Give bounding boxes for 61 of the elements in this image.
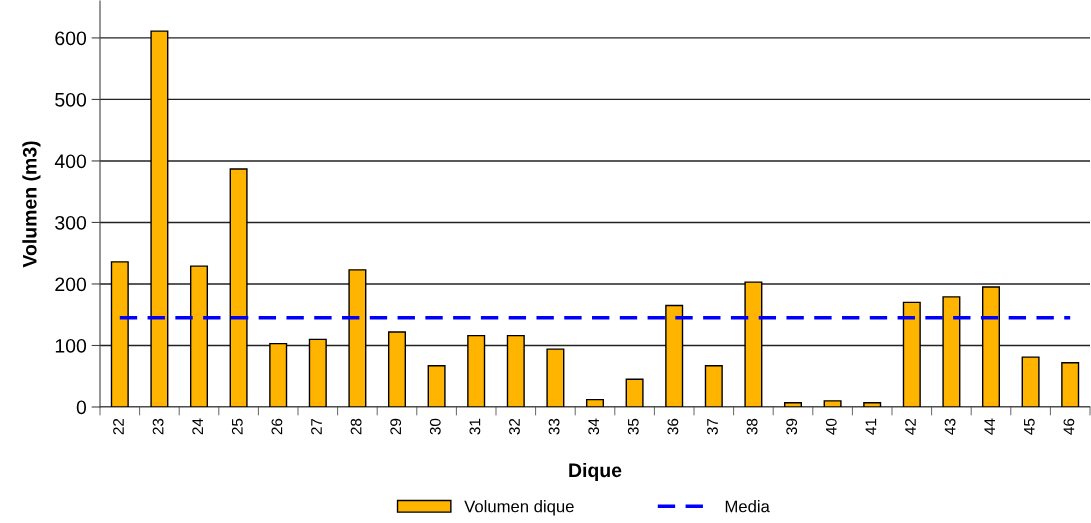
legend-label: Media xyxy=(725,500,770,513)
bar xyxy=(506,334,525,407)
bar xyxy=(665,304,684,407)
y-tick-label: 400 xyxy=(54,154,87,169)
y-tick-label: 200 xyxy=(55,277,87,292)
bar xyxy=(585,398,605,407)
bar xyxy=(625,378,644,407)
x-tick-label: 37 xyxy=(707,418,718,435)
bar xyxy=(902,301,921,407)
x-tick-label: 24 xyxy=(192,418,203,435)
x-tick-label: 22 xyxy=(113,418,124,435)
bar xyxy=(427,365,446,407)
y-axis-title: Volumen (m3) xyxy=(22,141,41,268)
x-tick-label: 26 xyxy=(271,418,283,435)
bar xyxy=(387,331,407,407)
bar xyxy=(704,365,723,407)
x-tick-label: 35 xyxy=(627,418,639,435)
x-tick-label: 45 xyxy=(1024,418,1035,435)
bar xyxy=(1061,362,1080,407)
bar xyxy=(348,269,367,407)
y-tick-label: 300 xyxy=(55,215,87,230)
bar xyxy=(744,281,763,407)
bar xyxy=(269,342,288,407)
x-tick-label: 34 xyxy=(588,418,600,435)
x-tick-label: 38 xyxy=(746,418,758,435)
x-tick-label: 44 xyxy=(984,418,995,435)
bar xyxy=(229,168,248,407)
x-tick-label: 32 xyxy=(509,418,520,435)
y-tick-label: 100 xyxy=(55,338,87,353)
x-tick-label: 41 xyxy=(865,418,877,435)
x-tick-label: 28 xyxy=(350,418,362,435)
bar xyxy=(942,296,961,407)
x-tick-label: 27 xyxy=(311,418,322,435)
x-tick-label: 46 xyxy=(1063,418,1075,435)
x-axis-title: Dique xyxy=(569,462,622,482)
x-tick-label: 23 xyxy=(152,418,164,435)
x-tick-label: 25 xyxy=(231,418,243,435)
y-tick-label: 500 xyxy=(55,92,87,107)
legend-label: Volumen dique xyxy=(464,500,574,516)
bar xyxy=(823,400,842,407)
x-tick-label: 33 xyxy=(548,418,560,435)
x-tick-label: 42 xyxy=(905,418,916,435)
bar xyxy=(467,334,486,407)
bar xyxy=(1021,356,1040,407)
bar xyxy=(783,401,803,407)
x-tick-label: 43 xyxy=(944,418,956,435)
x-tick-label: 36 xyxy=(667,418,679,435)
y-tick-label: 0 xyxy=(76,400,87,415)
x-tick-label: 40 xyxy=(825,418,837,435)
bar xyxy=(308,338,327,407)
y-tick-label: 600 xyxy=(55,31,87,46)
x-tick-label: 30 xyxy=(429,418,441,435)
bar xyxy=(110,261,129,407)
x-tick-label: 31 xyxy=(469,418,481,435)
bar xyxy=(150,30,169,407)
x-tick-label: 39 xyxy=(786,418,798,435)
bar xyxy=(546,348,565,407)
bar xyxy=(863,401,882,407)
bar xyxy=(189,265,209,407)
bar xyxy=(981,286,1001,407)
x-tick-label: 29 xyxy=(390,418,402,435)
